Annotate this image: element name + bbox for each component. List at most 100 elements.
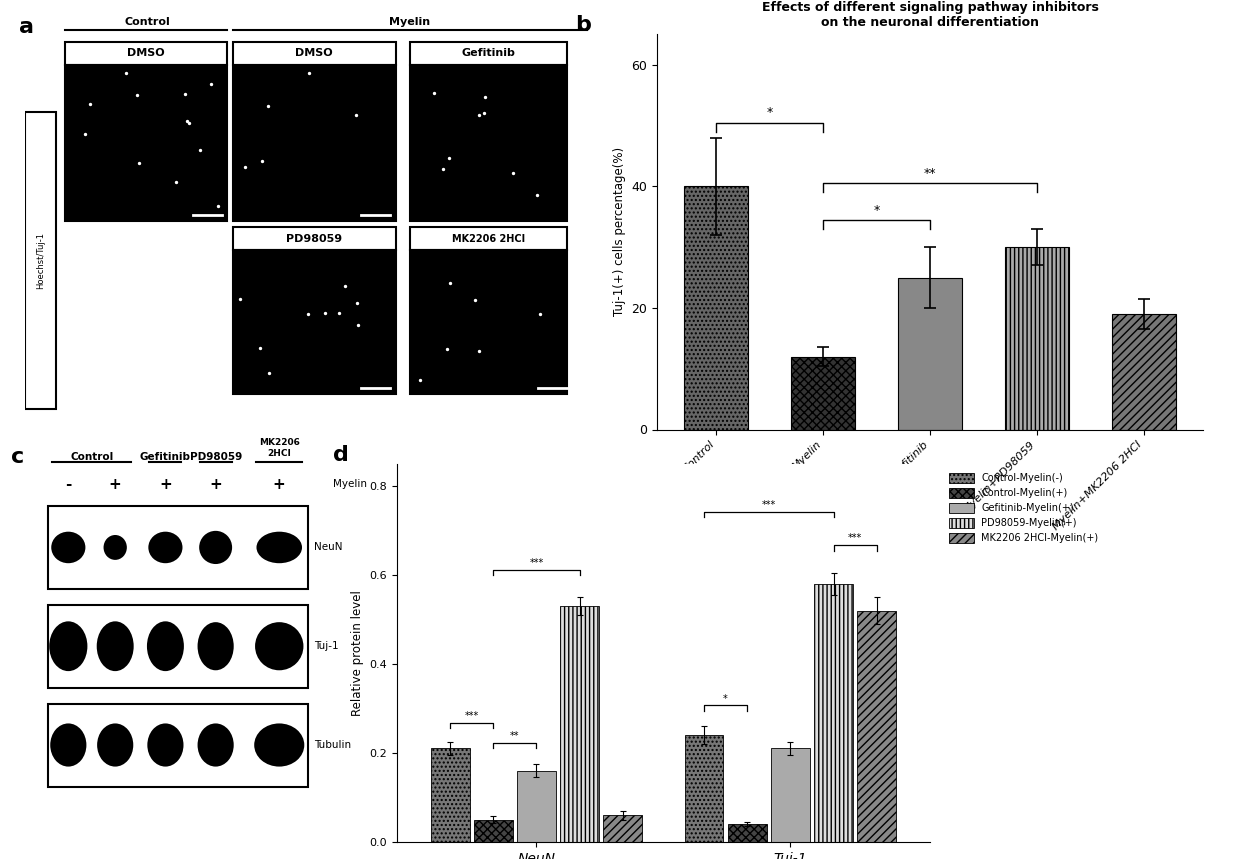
Text: +: +	[210, 477, 222, 491]
Bar	[233, 42, 396, 64]
Point	[335, 279, 355, 293]
Text: ***: ***	[465, 711, 479, 722]
Ellipse shape	[197, 723, 233, 766]
Bar	[517, 771, 556, 842]
Bar	[64, 64, 227, 222]
Bar	[684, 186, 748, 430]
Point	[298, 308, 317, 321]
Ellipse shape	[97, 621, 134, 671]
Bar	[771, 748, 810, 842]
Ellipse shape	[197, 622, 233, 670]
Text: DMSO: DMSO	[128, 48, 165, 58]
Text: +: +	[109, 477, 122, 491]
Point	[503, 166, 523, 180]
Point	[346, 108, 366, 122]
Ellipse shape	[50, 621, 87, 671]
Point	[465, 293, 485, 307]
Ellipse shape	[149, 532, 182, 564]
Text: PD98059: PD98059	[286, 234, 342, 244]
Bar	[64, 42, 227, 64]
Point	[180, 116, 200, 130]
Text: a: a	[19, 17, 33, 37]
Point	[475, 90, 495, 104]
Point	[117, 66, 136, 80]
Bar	[410, 42, 567, 64]
Text: ***: ***	[848, 533, 862, 544]
Text: +: +	[159, 477, 172, 491]
Bar	[474, 819, 512, 842]
Bar	[25, 112, 56, 409]
Text: *: *	[766, 107, 773, 119]
Bar	[898, 277, 962, 430]
Point	[258, 99, 278, 113]
Legend: Control-Myelin(-), Control-Myelin(+), Gefitinib-Myelin(+), PD98059-Myelin(+), MK: Control-Myelin(-), Control-Myelin(+), Ge…	[946, 469, 1102, 547]
Text: *: *	[723, 693, 728, 704]
Text: +: +	[273, 477, 285, 491]
Point	[236, 161, 255, 174]
Point	[299, 67, 319, 81]
Ellipse shape	[200, 531, 232, 564]
Text: ***: ***	[529, 557, 543, 568]
Point	[126, 88, 146, 101]
Bar	[410, 250, 567, 394]
Point	[177, 114, 197, 128]
Point	[410, 374, 430, 387]
Ellipse shape	[255, 622, 304, 670]
Point	[79, 97, 99, 111]
Bar	[1112, 314, 1176, 430]
Point	[252, 154, 272, 168]
Y-axis label: Tuj-1(+) cells percentage(%): Tuj-1(+) cells percentage(%)	[613, 148, 626, 316]
Title: Effects of different signaling pathway inhibitors
on the neuronal differentiatio: Effects of different signaling pathway i…	[761, 1, 1099, 29]
Bar	[791, 356, 856, 430]
Bar	[430, 748, 470, 842]
Text: PD98059: PD98059	[190, 452, 242, 461]
Point	[250, 341, 270, 355]
Text: Control: Control	[71, 452, 113, 461]
Text: Myelin: Myelin	[332, 479, 367, 490]
Ellipse shape	[148, 723, 184, 766]
Bar	[728, 824, 766, 842]
Text: MK2206
2HCI: MK2206 2HCI	[259, 438, 300, 458]
Bar	[48, 704, 308, 787]
Bar	[233, 250, 396, 394]
Text: ***: ***	[761, 500, 776, 510]
Bar	[857, 611, 897, 842]
Point	[201, 77, 221, 91]
Text: Tuj-1: Tuj-1	[315, 641, 339, 651]
Ellipse shape	[97, 723, 133, 766]
Point	[529, 307, 549, 320]
Text: MK2206 2HCI: MK2206 2HCI	[451, 234, 525, 244]
Text: NeuN: NeuN	[315, 542, 343, 552]
Text: d: d	[332, 445, 348, 465]
Bar	[410, 228, 567, 250]
Point	[176, 87, 196, 101]
Text: Hoechst/Tuj-1: Hoechst/Tuj-1	[36, 232, 45, 289]
Ellipse shape	[51, 532, 86, 564]
Bar	[604, 815, 642, 842]
Bar	[410, 64, 567, 222]
Text: Gefitinib: Gefitinib	[461, 48, 515, 58]
Point	[436, 342, 456, 356]
Point	[315, 307, 335, 320]
Bar	[815, 584, 853, 842]
Bar	[560, 606, 599, 842]
Point	[474, 106, 494, 119]
Point	[229, 292, 249, 306]
Point	[439, 151, 459, 165]
Point	[208, 199, 228, 213]
Y-axis label: Relative protein level: Relative protein level	[351, 590, 363, 716]
Point	[129, 156, 149, 170]
Point	[330, 306, 350, 320]
Point	[259, 366, 279, 380]
Point	[527, 188, 547, 202]
Text: **: **	[510, 731, 520, 741]
Point	[469, 344, 489, 357]
Bar	[233, 64, 396, 222]
Bar	[48, 605, 308, 688]
Point	[74, 127, 94, 141]
Text: Gefitinib: Gefitinib	[140, 452, 191, 461]
Ellipse shape	[146, 621, 184, 671]
Text: *: *	[873, 204, 879, 216]
Bar	[1004, 247, 1069, 430]
Text: DMSO: DMSO	[295, 48, 334, 58]
